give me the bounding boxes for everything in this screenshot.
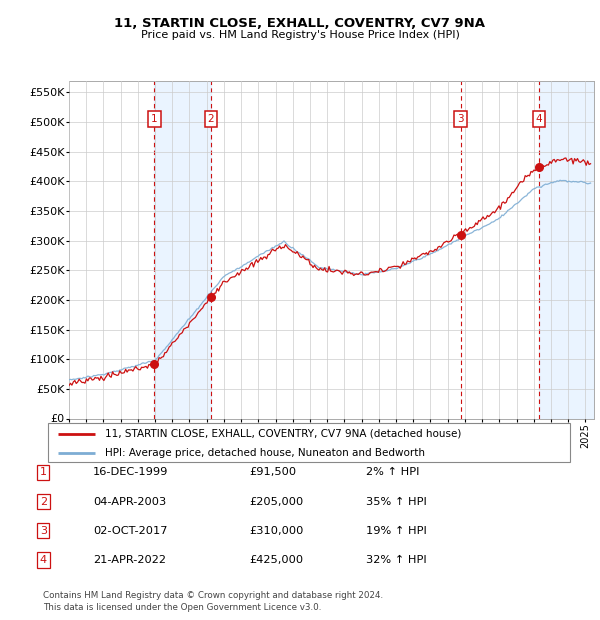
Text: £425,000: £425,000 [249, 555, 303, 565]
Text: 2: 2 [208, 114, 214, 124]
Text: 21-APR-2022: 21-APR-2022 [93, 555, 166, 565]
Text: 2: 2 [40, 497, 47, 507]
Text: £310,000: £310,000 [249, 526, 304, 536]
Text: 19% ↑ HPI: 19% ↑ HPI [366, 526, 427, 536]
Text: 3: 3 [457, 114, 464, 124]
Text: 16-DEC-1999: 16-DEC-1999 [93, 467, 169, 477]
Text: 1: 1 [151, 114, 158, 124]
Text: 4: 4 [40, 555, 47, 565]
Text: 04-APR-2003: 04-APR-2003 [93, 497, 166, 507]
Text: 4: 4 [536, 114, 542, 124]
Text: 11, STARTIN CLOSE, EXHALL, COVENTRY, CV7 9NA (detached house): 11, STARTIN CLOSE, EXHALL, COVENTRY, CV7… [106, 429, 462, 439]
Text: Contains HM Land Registry data © Crown copyright and database right 2024.
This d: Contains HM Land Registry data © Crown c… [43, 591, 383, 612]
Text: £205,000: £205,000 [249, 497, 303, 507]
Text: HPI: Average price, detached house, Nuneaton and Bedworth: HPI: Average price, detached house, Nune… [106, 448, 425, 458]
Text: 11, STARTIN CLOSE, EXHALL, COVENTRY, CV7 9NA: 11, STARTIN CLOSE, EXHALL, COVENTRY, CV7… [115, 17, 485, 30]
Text: 35% ↑ HPI: 35% ↑ HPI [366, 497, 427, 507]
Text: 3: 3 [40, 526, 47, 536]
Text: 1: 1 [40, 467, 47, 477]
Bar [154, 81, 211, 419]
Text: 2% ↑ HPI: 2% ↑ HPI [366, 467, 419, 477]
Text: £91,500: £91,500 [249, 467, 296, 477]
Text: 32% ↑ HPI: 32% ↑ HPI [366, 555, 427, 565]
Text: 02-OCT-2017: 02-OCT-2017 [93, 526, 167, 536]
Bar [539, 81, 594, 419]
Text: Price paid vs. HM Land Registry's House Price Index (HPI): Price paid vs. HM Land Registry's House … [140, 30, 460, 40]
FancyBboxPatch shape [48, 423, 570, 462]
